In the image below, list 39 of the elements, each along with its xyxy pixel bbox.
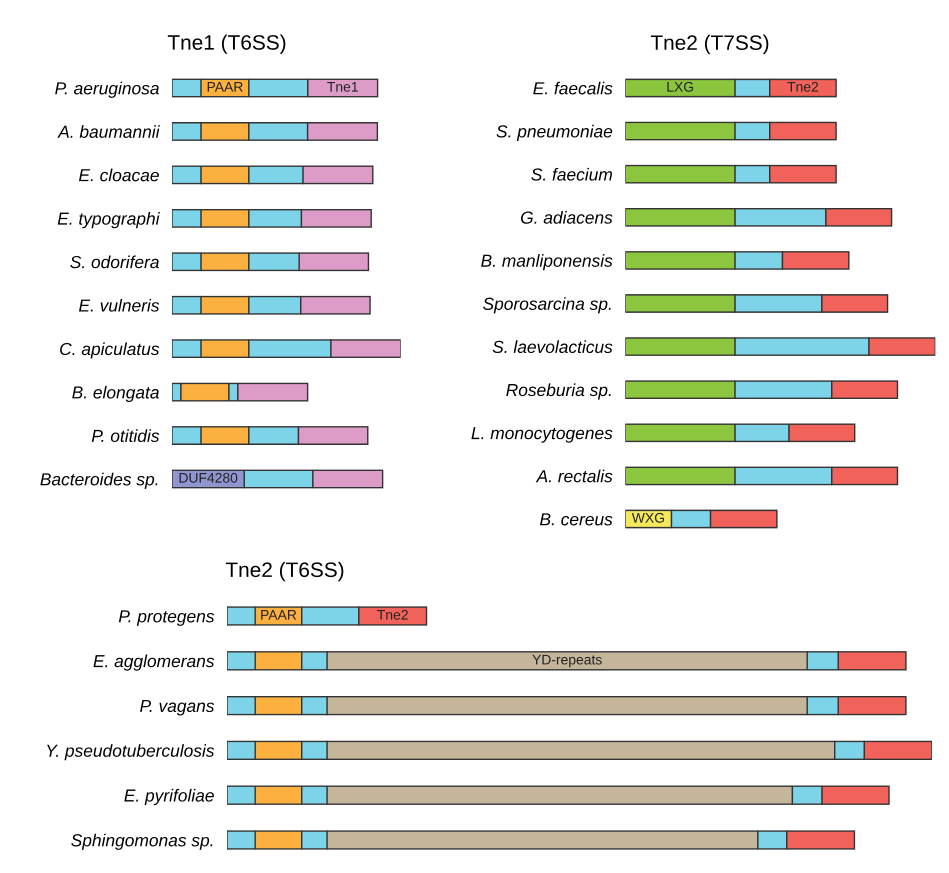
- y-tick-label: S. laevolacticus: [492, 340, 612, 354]
- y-tick-label: B. cereus: [540, 513, 612, 526]
- y-tick-label: B. manliponensis: [481, 254, 612, 270]
- y-tick-label: E. agglomerans: [93, 654, 214, 671]
- y-tick-label: Bacteroides sp.: [40, 472, 158, 489]
- y-tick-label: L. monocytogenes: [471, 427, 612, 443]
- y-tick-label: G. adiacens: [521, 211, 612, 224]
- y-tick-label: Sporosarcina sp.: [483, 297, 611, 314]
- y-tick-label: A. baumannii: [57, 125, 160, 138]
- y-tick-label: E. vulneris: [78, 298, 160, 312]
- series-label: PAAR: [261, 610, 296, 620]
- y-tick-label: E. cloacae: [78, 168, 159, 182]
- y-tick-label: E. pyrifoliae: [124, 788, 214, 806]
- chart-title: Tne1 (T6SS): [168, 34, 286, 54]
- series-label: LXG: [667, 82, 694, 92]
- series-label: Tne2: [787, 82, 818, 92]
- chart-title: Tne2 (T6SS): [226, 562, 344, 582]
- series-label: PAAR: [208, 82, 243, 92]
- y-tick-label: P. otitidis: [92, 429, 160, 442]
- y-tick-label: P. aeruginosa: [55, 82, 159, 98]
- y-tick-label: S. odorifera: [70, 255, 159, 268]
- y-tick-label: E. typographi: [58, 212, 160, 228]
- y-tick-label: A. rectalis: [536, 470, 612, 482]
- y-tick-label: C. apiculatus: [60, 342, 160, 359]
- y-tick-label: S. pneumoniae: [496, 124, 612, 141]
- series-label: WXG: [632, 512, 664, 523]
- y-tick-label: Roseburia sp.: [506, 383, 611, 400]
- y-tick-label: P. vagans: [140, 700, 214, 716]
- y-tick-label: P. protegens: [118, 610, 214, 626]
- y-tick-label: B. elongata: [72, 386, 159, 402]
- y-tick-label: S. faecium: [531, 168, 612, 181]
- y-tick-label: Sphingomonas sp.: [71, 834, 212, 850]
- series-label: Tne1: [327, 82, 358, 92]
- series-label: YD-repeats: [532, 654, 602, 668]
- series-label: DUF4280: [180, 472, 238, 483]
- y-tick-label: E. faecalis: [533, 82, 612, 94]
- chart-title: Tne2 (T7SS): [650, 34, 768, 54]
- series-label: Tne2: [377, 610, 408, 620]
- y-tick-label: Y. pseudotuberculosis: [47, 744, 214, 760]
